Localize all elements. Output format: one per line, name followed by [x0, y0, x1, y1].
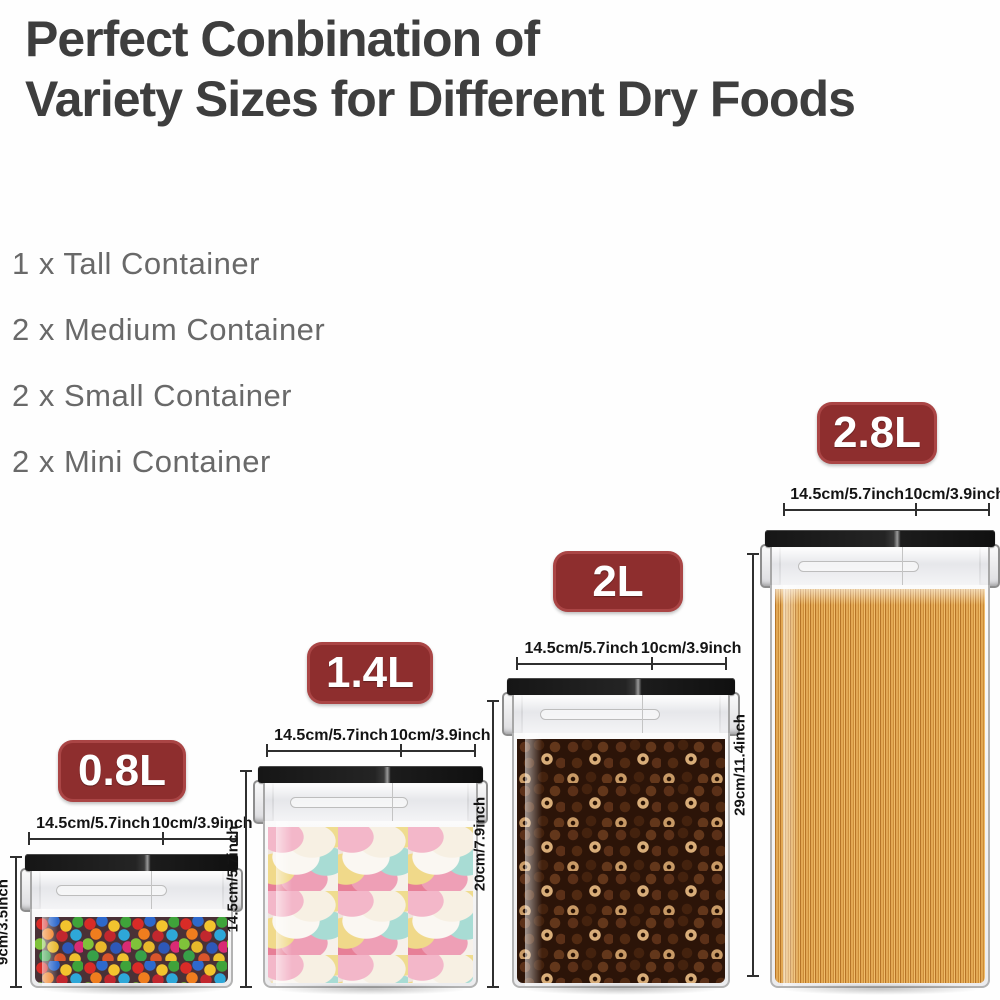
dimension-line: [783, 503, 990, 516]
depth-dimension-label: 10cm/3.9inch: [390, 727, 491, 744]
container-1-4l: [253, 766, 488, 995]
tick-mark: [725, 657, 727, 670]
height-dimension: 29cm/11.4inch: [732, 553, 759, 977]
height-dimension-label: 29cm/11.4inch: [731, 714, 749, 816]
container-0-8l: [20, 854, 243, 995]
width-depth-dimension: 14.5cm/5.7inch 10cm/3.9inch: [783, 477, 1000, 516]
size-badge: 0.8L: [58, 740, 186, 802]
container-shadow: [38, 983, 225, 995]
container-body: [30, 909, 233, 988]
tick-mark: [783, 503, 785, 516]
contents-cereal: [517, 739, 725, 983]
package-item-mini: 2 x Mini Container: [12, 444, 271, 479]
container-lid-collar: [512, 695, 730, 734]
height-dimension: 20cm/7.9inch: [472, 700, 499, 988]
tick-mark: [28, 832, 30, 845]
container-shadow: [778, 983, 982, 995]
package-item-tall: 1 x Tall Container: [12, 246, 260, 281]
depth-dimension-label: 10cm/3.9inch: [904, 486, 1000, 503]
page-title-line-2: Variety Sizes for Different Dry Foods: [25, 71, 856, 127]
container-lid-top: [258, 766, 483, 783]
tick-mark: [651, 657, 654, 670]
dimension-line: [266, 744, 476, 757]
tick-mark: [516, 657, 518, 670]
container-body: [263, 821, 478, 988]
package-item-medium: 2 x Medium Container: [12, 312, 326, 347]
width-depth-dimension: 14.5cm/5.7inch 10cm/3.9inch: [28, 806, 253, 845]
container-lid-collar: [263, 783, 478, 822]
dimension-line: [516, 657, 727, 670]
container-body: [770, 585, 990, 988]
container-shadow: [520, 983, 722, 995]
dimension-line: [28, 832, 238, 845]
size-badge: 2.8L: [817, 402, 937, 464]
tick-mark: [474, 744, 476, 757]
contents-candy: [35, 917, 228, 983]
width-depth-dimension: 14.5cm/5.7inch 10cm/3.9inch: [516, 631, 741, 670]
width-dimension-label: 14.5cm/5.7inch: [36, 815, 151, 832]
height-dimension: 14.5cm/5.7inch: [225, 770, 252, 988]
width-dimension-label: 14.5cm/5.7inch: [790, 486, 905, 503]
container-lid-top: [507, 678, 735, 695]
tick-mark: [162, 832, 165, 845]
height-dimension: 9cm/3.5inch: [0, 856, 22, 988]
width-depth-dimension: 14.5cm/5.7inch 10cm/3.9inch: [266, 718, 491, 757]
tick-mark: [988, 503, 990, 516]
page-title-line-1: Perfect Conbination of: [25, 11, 540, 67]
tick-mark: [915, 503, 918, 516]
depth-dimension-label: 10cm/3.9inch: [640, 640, 742, 657]
tick-mark: [266, 744, 268, 757]
container-lid-top: [25, 854, 238, 871]
container-body: [512, 733, 730, 988]
size-badge: 2L: [553, 551, 683, 612]
tick-mark: [236, 832, 238, 845]
package-item-small: 2 x Small Container: [12, 378, 293, 413]
size-badge: 1.4L: [307, 642, 433, 704]
container-lid-collar: [770, 547, 990, 586]
contents-spaghetti: [775, 589, 985, 983]
contents-marshmallows: [268, 827, 473, 983]
depth-dimension-label: 10cm/3.9inch: [152, 815, 253, 832]
container-lid-top: [765, 530, 995, 547]
container-shadow: [271, 983, 470, 995]
width-dimension-label: 14.5cm/5.7inch: [524, 640, 639, 657]
container-2-8l: [760, 530, 1000, 995]
tick-mark: [400, 744, 403, 757]
container-2l: [502, 678, 740, 995]
width-dimension-label: 14.5cm/5.7inch: [274, 727, 389, 744]
